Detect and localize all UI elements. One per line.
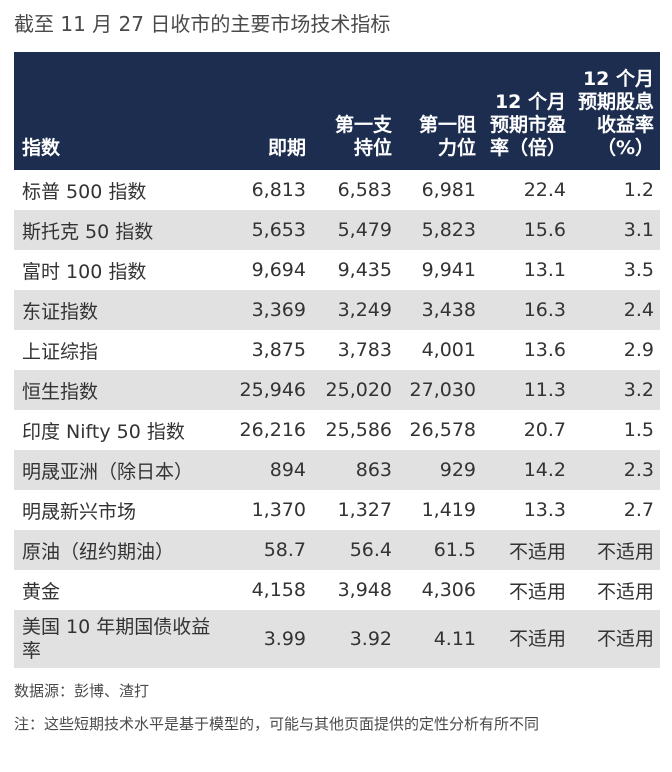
cell-index-name: 标普 500 指数 (22, 180, 147, 203)
table-row: 美国 10 年期国债收益率 3.99 3.92 4.11 不适用 不适用 (14, 610, 660, 668)
cell-index-name: 原油（纽约期油） (22, 540, 175, 563)
cell-first-support: 3,249 (337, 299, 392, 321)
table-row: 明晟亚洲（除日本） 894 863 929 14.2 2.3 (14, 450, 660, 490)
cell-index-name: 明晟新兴市场 (22, 500, 137, 523)
cell-first-support: 25,020 (325, 379, 392, 401)
table-row: 标普 500 指数 6,813 6,583 6,981 22.4 1.2 (14, 170, 660, 210)
cell-forward-dividend-yield: 1.2 (623, 179, 654, 201)
cell-first-support: 1,327 (337, 499, 392, 521)
cell-forward-dividend-yield: 3.2 (623, 379, 654, 401)
table-row: 黄金 4,158 3,948 4,306 不适用 不适用 (14, 570, 660, 610)
cell-spot: 26,216 (239, 419, 306, 441)
cell-first-resistance: 9,941 (421, 259, 476, 281)
cell-first-resistance: 1,419 (421, 499, 476, 521)
header-index: 指数 (22, 137, 61, 159)
cell-index-name: 美国 10 年期国债收益率 (22, 616, 211, 662)
header-forward-dividend-yield: 12 个月预期股息收益率（%） (578, 68, 655, 159)
header-first-resistance: 第一阻力位 (418, 114, 476, 159)
cell-forward-pe: 20.7 (523, 419, 566, 441)
table-row: 斯托克 50 指数 5,653 5,479 5,823 15.6 3.1 (14, 210, 660, 250)
cell-first-support: 3,948 (337, 579, 392, 601)
cell-spot: 3,369 (251, 299, 306, 321)
header-spot: 即期 (267, 137, 306, 159)
cell-index-name: 东证指数 (22, 300, 99, 323)
cell-forward-pe: 不适用 (508, 628, 566, 650)
cell-forward-dividend-yield: 3.1 (623, 219, 654, 241)
header-forward-pe: 12 个月预期市盈率（倍） (489, 91, 566, 159)
cell-forward-pe: 15.6 (523, 219, 566, 241)
table-row: 上证综指 3,875 3,783 4,001 13.6 2.9 (14, 330, 660, 370)
cell-forward-pe: 11.3 (523, 379, 566, 401)
cell-first-support: 9,435 (337, 259, 392, 281)
table-row: 印度 Nifty 50 指数 26,216 25,586 26,578 20.7 1.5 (14, 410, 660, 450)
header-first-support: 第一支持位 (334, 114, 392, 159)
cell-index-name: 黄金 (22, 580, 61, 603)
cell-first-resistance: 4,306 (421, 579, 476, 601)
cell-forward-dividend-yield: 2.4 (623, 299, 654, 321)
cell-spot: 3.99 (263, 628, 306, 650)
table-row: 富时 100 指数 9,694 9,435 9,941 13.1 3.5 (14, 250, 660, 290)
cell-forward-pe: 不适用 (508, 540, 566, 563)
cell-index-name: 上证综指 (22, 340, 99, 363)
cell-first-support: 863 (355, 459, 392, 481)
table-row: 恒生指数 25,946 25,020 27,030 11.3 3.2 (14, 370, 660, 410)
footnote: 注：这些短期技术水平是基于模型的，可能与其他页面提供的定性分析有所不同 (14, 715, 540, 733)
cell-forward-dividend-yield: 不适用 (596, 580, 654, 603)
cell-forward-pe: 22.4 (523, 179, 566, 201)
cell-first-support: 6,583 (337, 179, 392, 201)
cell-spot: 9,694 (251, 259, 306, 281)
cell-spot: 58.7 (263, 539, 306, 561)
cell-forward-pe: 16.3 (523, 299, 566, 321)
cell-first-support: 25,586 (325, 419, 392, 441)
cell-forward-pe: 13.6 (523, 339, 566, 361)
cell-first-resistance: 4,001 (421, 339, 476, 361)
table-row: 明晟新兴市场 1,370 1,327 1,419 13.3 2.7 (14, 490, 660, 530)
cell-spot: 1,370 (251, 499, 306, 521)
cell-index-name: 恒生指数 (22, 380, 99, 403)
cell-spot: 4,158 (251, 579, 306, 601)
cell-first-resistance: 6,981 (421, 179, 476, 201)
cell-forward-dividend-yield: 不适用 (596, 540, 654, 563)
table-row: 东证指数 3,369 3,249 3,438 16.3 2.4 (14, 290, 660, 330)
cell-forward-dividend-yield: 2.7 (623, 499, 654, 521)
cell-first-resistance: 61.5 (433, 539, 476, 561)
cell-spot: 25,946 (239, 379, 306, 401)
cell-forward-pe: 13.3 (523, 499, 566, 521)
cell-index-name: 印度 Nifty 50 指数 (22, 420, 185, 443)
cell-spot: 3,875 (251, 339, 306, 361)
cell-forward-dividend-yield: 3.5 (623, 259, 654, 281)
cell-forward-dividend-yield: 2.3 (623, 459, 654, 481)
cell-first-resistance: 4.11 (433, 628, 476, 650)
table-title: 截至 11 月 27 日收市的主要市场技术指标 (14, 12, 391, 36)
table-row: 原油（纽约期油） 58.7 56.4 61.5 不适用 不适用 (14, 530, 660, 570)
cell-index-name: 斯托克 50 指数 (22, 220, 154, 243)
cell-first-resistance: 3,438 (421, 299, 476, 321)
cell-first-support: 3.92 (349, 628, 392, 650)
cell-first-support: 5,479 (337, 219, 392, 241)
cell-index-name: 富时 100 指数 (22, 260, 147, 283)
cell-spot: 6,813 (251, 179, 306, 201)
table-header-row: 指数 即期 第一支持位 第一阻力位 12 个月预期市盈率（倍） 12 个月预期股… (14, 52, 660, 170)
cell-first-resistance: 929 (439, 459, 476, 481)
cell-spot: 894 (269, 459, 306, 481)
cell-forward-pe: 不适用 (508, 580, 566, 603)
cell-forward-dividend-yield: 1.5 (623, 419, 654, 441)
cell-first-resistance: 27,030 (409, 379, 476, 401)
cell-first-support: 3,783 (337, 339, 392, 361)
cell-spot: 5,653 (251, 219, 306, 241)
cell-first-resistance: 5,823 (421, 219, 476, 241)
market-indicators-table: 指数 即期 第一支持位 第一阻力位 12 个月预期市盈率（倍） 12 个月预期股… (14, 52, 660, 668)
cell-first-resistance: 26,578 (409, 419, 476, 441)
cell-first-support: 56.4 (349, 539, 392, 561)
cell-forward-dividend-yield: 2.9 (623, 339, 654, 361)
data-source: 数据源：彭博、渣打 (14, 682, 150, 700)
cell-forward-pe: 14.2 (523, 459, 566, 481)
cell-forward-pe: 13.1 (523, 259, 566, 281)
cell-index-name: 明晟亚洲（除日本） (22, 460, 194, 483)
cell-forward-dividend-yield: 不适用 (596, 628, 654, 650)
